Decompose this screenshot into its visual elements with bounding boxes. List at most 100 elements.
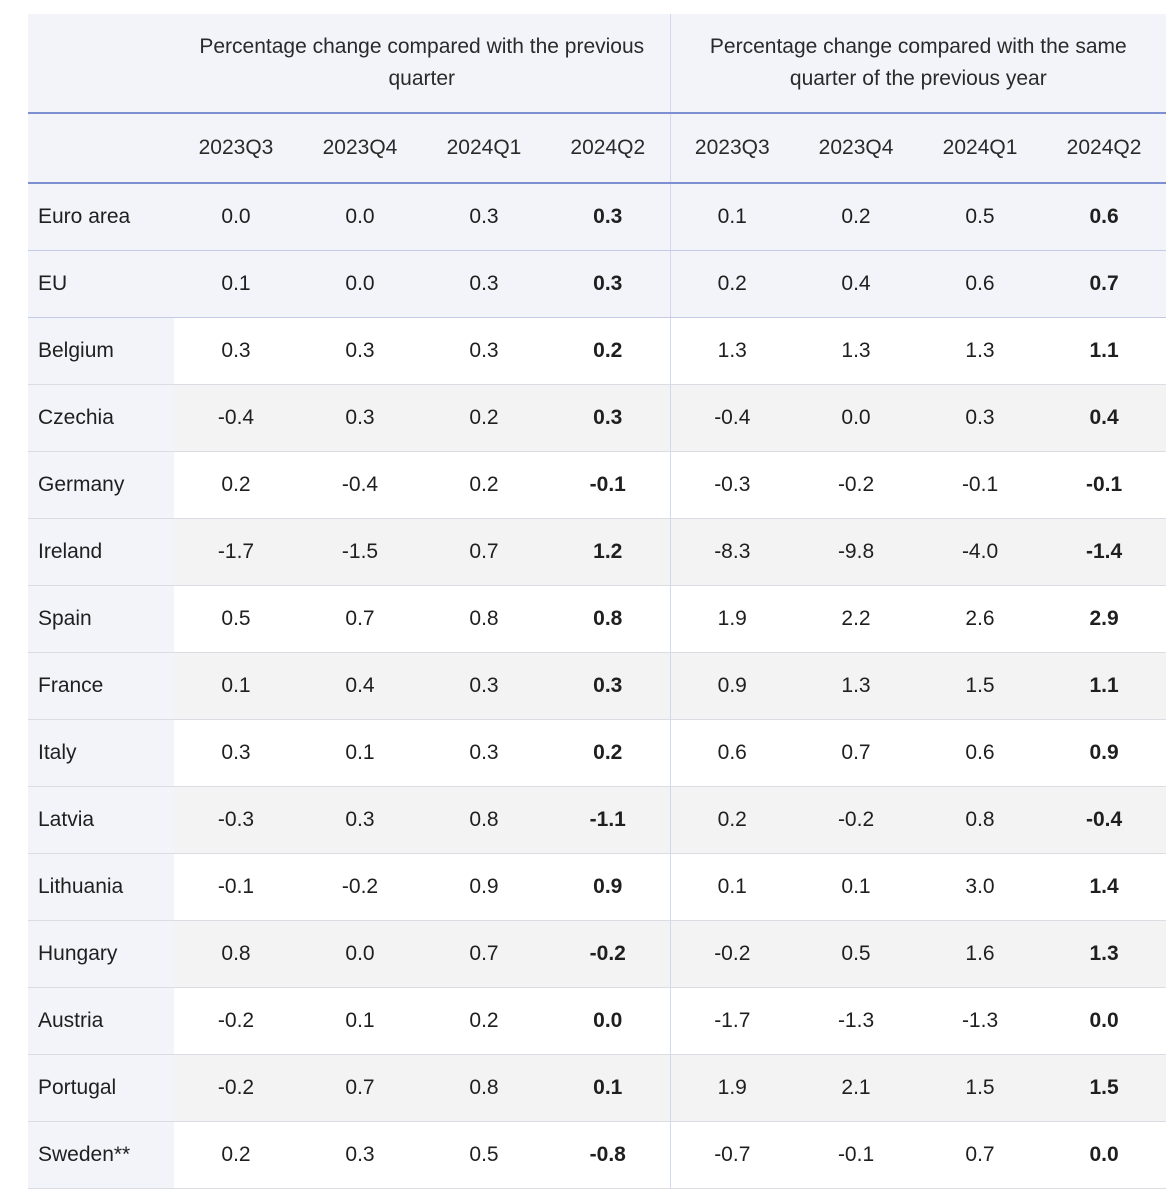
value-cell: 0.7 <box>298 1054 422 1122</box>
value-cell: 0.3 <box>298 384 422 452</box>
country-column-header <box>28 112 174 184</box>
value-cell: -1.3 <box>918 987 1043 1055</box>
value-cell: 0.8 <box>422 1054 546 1122</box>
value-cell: 0.8 <box>422 786 546 854</box>
value-cell: -1.5 <box>298 518 422 586</box>
value-cell: 0.8 <box>422 585 546 653</box>
period-header: 2023Q4 <box>794 112 919 184</box>
value-cell: 0.3 <box>174 719 298 787</box>
value-cell: 0.3 <box>174 317 298 385</box>
period-header-row: 2023Q3 2023Q4 2024Q1 2024Q2 2023Q3 2023Q… <box>28 112 1167 184</box>
value-cell: 0.5 <box>794 920 919 988</box>
country-name: Hungary <box>28 920 174 988</box>
value-cell: 1.9 <box>670 1054 795 1122</box>
country-name: EU <box>28 250 174 318</box>
value-cell: 0.2 <box>422 987 546 1055</box>
value-cell: 0.2 <box>174 1121 298 1189</box>
value-cell: -0.2 <box>174 1054 298 1122</box>
value-cell: -0.2 <box>794 451 919 519</box>
value-cell: 1.5 <box>918 652 1043 720</box>
country-name: Germany <box>28 451 174 519</box>
value-cell: 0.3 <box>298 317 422 385</box>
value-cell: 3.0 <box>918 853 1043 921</box>
value-cell: 0.7 <box>422 920 546 988</box>
value-cell: 0.3 <box>422 719 546 787</box>
table-row: Latvia -0.3 0.3 0.8 -1.1 0.2 -0.2 0.8 -0.4 <box>28 786 1167 854</box>
value-cell: 0.2 <box>794 183 919 251</box>
table-row: Austria -0.2 0.1 0.2 0.0 -1.7 -1.3 -1.3 0.0 <box>28 987 1167 1055</box>
value-cell: 0.7 <box>918 1121 1043 1189</box>
value-cell: 0.3 <box>546 250 671 318</box>
value-cell: -0.8 <box>546 1121 671 1189</box>
value-cell: -1.7 <box>670 987 795 1055</box>
gdp-growth-table-container: Percentage change compared with the prev… <box>28 14 1167 1189</box>
value-cell: -0.2 <box>174 987 298 1055</box>
value-cell: 0.7 <box>422 518 546 586</box>
value-cell: 0.7 <box>1042 250 1167 318</box>
value-cell: 0.4 <box>298 652 422 720</box>
table-row: Hungary 0.8 0.0 0.7 -0.2 -0.2 0.5 1.6 1.3 <box>28 920 1167 988</box>
value-cell: 0.2 <box>546 317 671 385</box>
value-cell: 0.1 <box>794 853 919 921</box>
table-row: Lithuania -0.1 -0.2 0.9 0.9 0.1 0.1 3.0 1.4 <box>28 853 1167 921</box>
value-cell: 1.1 <box>1042 317 1167 385</box>
value-cell: 0.7 <box>298 585 422 653</box>
country-name: Latvia <box>28 786 174 854</box>
group-header-quarter-on-quarter: Percentage change compared with the prev… <box>174 14 671 113</box>
table-row: Sweden** 0.2 0.3 0.5 -0.8 -0.7 -0.1 0.7 0.0 <box>28 1121 1167 1189</box>
value-cell: 0.2 <box>422 451 546 519</box>
value-cell: 0.3 <box>546 652 671 720</box>
country-name: Austria <box>28 987 174 1055</box>
value-cell: -0.2 <box>298 853 422 921</box>
group-header-year-on-year: Percentage change compared with the same… <box>669 14 1167 113</box>
table-row: Spain 0.5 0.7 0.8 0.8 1.9 2.2 2.6 2.9 <box>28 585 1167 653</box>
value-cell: 0.4 <box>1042 384 1167 452</box>
country-name: Czechia <box>28 384 174 452</box>
value-cell: 2.2 <box>794 585 919 653</box>
period-header: 2024Q1 <box>422 112 546 184</box>
value-cell: 0.5 <box>174 585 298 653</box>
value-cell: 1.9 <box>670 585 795 653</box>
country-name: Lithuania <box>28 853 174 921</box>
value-cell: 0.8 <box>918 786 1043 854</box>
value-cell: 0.7 <box>794 719 919 787</box>
value-cell: 0.2 <box>422 384 546 452</box>
value-cell: 0.1 <box>298 719 422 787</box>
period-header: 2023Q3 <box>174 112 298 184</box>
value-cell: 0.0 <box>174 183 298 251</box>
value-cell: 0.6 <box>670 719 795 787</box>
value-cell: -0.3 <box>174 786 298 854</box>
table-row: Euro area 0.0 0.0 0.3 0.3 0.1 0.2 0.5 0.6 <box>28 183 1167 251</box>
value-cell: 1.3 <box>918 317 1043 385</box>
value-cell: 0.1 <box>174 652 298 720</box>
country-name: Euro area <box>28 183 174 251</box>
value-cell: -0.1 <box>1042 451 1167 519</box>
value-cell: 0.3 <box>422 183 546 251</box>
country-name: Ireland <box>28 518 174 586</box>
value-cell: 0.0 <box>298 920 422 988</box>
country-name: Sweden** <box>28 1121 174 1189</box>
value-cell: 0.1 <box>670 183 795 251</box>
value-cell: -1.4 <box>1042 518 1167 586</box>
value-cell: 0.8 <box>546 585 671 653</box>
period-header: 2023Q4 <box>298 112 422 184</box>
corner-cell <box>28 14 174 113</box>
value-cell: 1.6 <box>918 920 1043 988</box>
value-cell: 0.5 <box>918 183 1043 251</box>
table-row: Italy 0.3 0.1 0.3 0.2 0.6 0.7 0.6 0.9 <box>28 719 1167 787</box>
value-cell: 0.3 <box>422 317 546 385</box>
value-cell: 0.9 <box>1042 719 1167 787</box>
value-cell: 2.9 <box>1042 585 1167 653</box>
value-cell: -0.1 <box>546 451 671 519</box>
value-cell: 0.3 <box>422 652 546 720</box>
value-cell: -1.7 <box>174 518 298 586</box>
value-cell: 0.0 <box>1042 1121 1167 1189</box>
value-cell: 1.3 <box>794 317 919 385</box>
value-cell: 0.9 <box>546 853 671 921</box>
value-cell: 0.0 <box>794 384 919 452</box>
value-cell: -0.7 <box>670 1121 795 1189</box>
value-cell: 0.2 <box>174 451 298 519</box>
period-header: 2023Q3 <box>670 112 795 184</box>
table-row: Ireland -1.7 -1.5 0.7 1.2 -8.3 -9.8 -4.0 -1.4 <box>28 518 1167 586</box>
value-cell: 0.9 <box>670 652 795 720</box>
